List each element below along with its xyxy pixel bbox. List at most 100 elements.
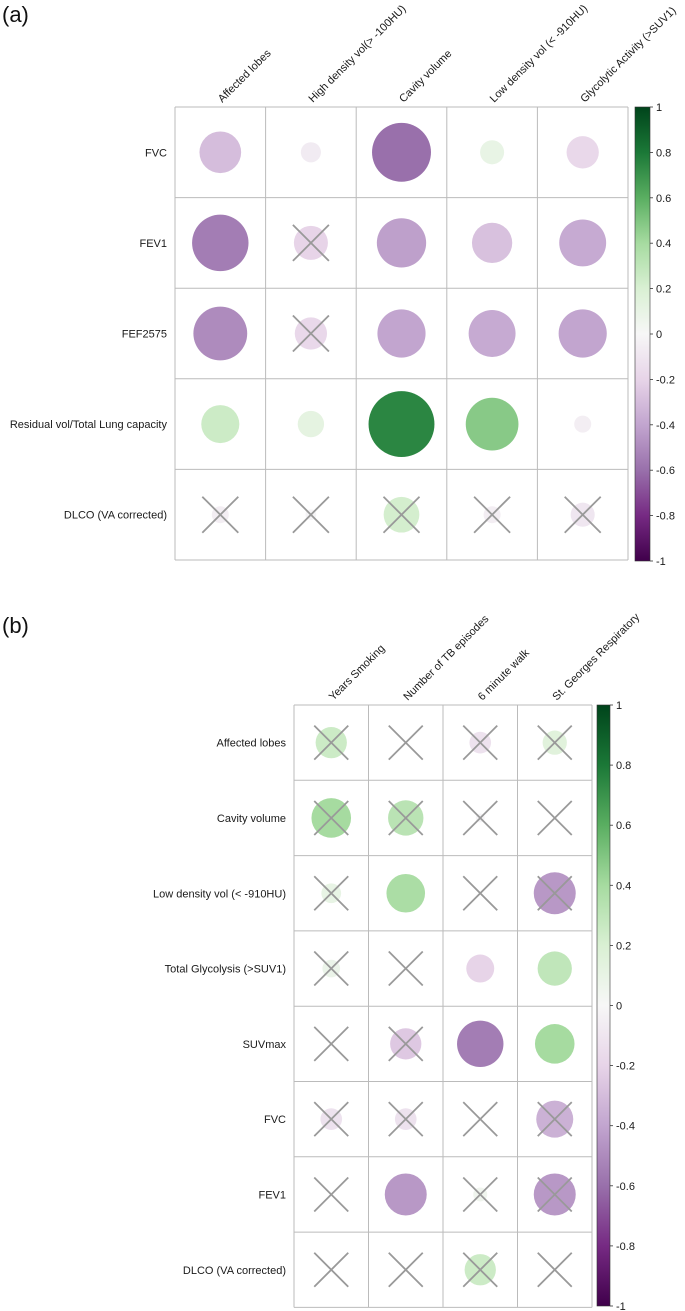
correlation-circle [468, 310, 516, 357]
not-significant-cross [292, 314, 330, 353]
colorbar-tick-label: -0.2 [656, 374, 675, 386]
not-significant-cross [313, 950, 349, 987]
row-label: FEV1 [139, 238, 167, 250]
correlation-circle [566, 136, 599, 169]
colorbar-tick-label: 0.2 [656, 284, 671, 296]
not-significant-cross [313, 875, 349, 911]
colorbar-tick-label: -0.4 [656, 420, 675, 432]
not-significant-cross [201, 496, 239, 534]
colorbar-tick-label: 0.8 [656, 147, 671, 159]
not-significant-cross [537, 1252, 573, 1288]
correlation-circle [384, 1173, 427, 1216]
not-significant-cross [462, 1101, 498, 1137]
column-label: High density vol(> -100HU) [307, 3, 409, 105]
row-label: DLCO (VA corrected) [183, 1265, 286, 1277]
correlation-circle [558, 309, 607, 358]
correlation-circle [457, 1020, 504, 1068]
not-significant-cross [292, 224, 330, 262]
colorbar-tick-label: 1 [616, 700, 622, 712]
not-significant-cross [382, 496, 421, 534]
not-significant-cross [313, 800, 349, 836]
correlation-circle [534, 1024, 575, 1064]
not-significant-cross [462, 1252, 498, 1288]
colorbar-tick-label: 0 [656, 329, 662, 341]
correlation-circle [386, 873, 426, 913]
not-significant-cross [313, 725, 349, 761]
row-label: FEV1 [258, 1189, 286, 1201]
row-label: Total Glycolysis (>SUV1) [165, 964, 286, 976]
column-label: Affected lobes [216, 47, 274, 105]
not-significant-cross [537, 1176, 573, 1213]
colorbar-tick-label: -0.2 [616, 1061, 635, 1073]
correlation-circle [574, 415, 592, 433]
not-significant-cross [473, 496, 511, 534]
panel-a-correlation-matrix: Affected lobes High density vol(> -100HU)… [10, 3, 679, 568]
not-significant-cross [388, 800, 424, 836]
not-significant-cross [388, 1026, 424, 1062]
not-significant-cross [537, 725, 573, 761]
correlation-circle [372, 122, 431, 182]
not-significant-cross [537, 875, 573, 911]
row-label: Residual vol/Total Lung capacity [10, 419, 168, 431]
not-significant-cross [313, 1101, 349, 1137]
colorbar-tick-label: 0 [616, 1001, 622, 1013]
correlation-circle [466, 954, 495, 983]
colorbar-tick-label: 0.4 [656, 238, 671, 250]
colorbar-tick-label: 0.2 [616, 940, 631, 952]
row-label: Affected lobes [216, 738, 286, 750]
colorbar-tick-label: 0.6 [616, 820, 631, 832]
colorbar-tick-label: -0.8 [656, 511, 675, 523]
correlation-circle [297, 410, 325, 438]
not-significant-cross [388, 1101, 424, 1137]
correlation-circle [480, 140, 505, 165]
column-label: Cavity volume [397, 48, 454, 105]
panel-a-label: (a) [2, 2, 29, 27]
correlation-circle [537, 951, 572, 986]
row-label: Cavity volume [217, 813, 286, 825]
correlation-circle [559, 219, 607, 267]
correlation-circle [199, 131, 242, 174]
not-significant-cross [462, 1176, 498, 1213]
colorbar-tick-label: -0.8 [616, 1241, 635, 1253]
colorbar-tick-label: 0.8 [616, 760, 631, 772]
colorbar-tick-label: 1 [656, 102, 662, 114]
column-label: Number of TB episodes [401, 613, 491, 703]
column-label: Years Smoking [327, 643, 388, 704]
column-label: 6 minute walk [476, 647, 532, 703]
not-significant-cross [537, 800, 573, 836]
colorbar-tick-label: -0.6 [616, 1181, 635, 1193]
correlation-circle [368, 391, 435, 458]
column-label: St. Georges Respiratory [550, 611, 642, 703]
colorbar-tick-label: 0.6 [656, 193, 671, 205]
row-label: DLCO (VA corrected) [64, 510, 167, 522]
column-label: Glycolytic Activity (>SUV1) [578, 5, 678, 105]
row-label: FVC [145, 147, 167, 159]
row-label: FEF2575 [122, 329, 167, 341]
not-significant-cross [462, 800, 498, 836]
row-label: FVC [264, 1114, 286, 1126]
not-significant-cross [313, 1026, 349, 1062]
correlation-circle [300, 142, 321, 163]
correlation-circle [377, 309, 426, 358]
not-significant-cross [388, 950, 424, 987]
colorbar-tick-label: -1 [656, 556, 666, 568]
correlation-circle [465, 397, 519, 451]
colorbar [634, 106, 651, 562]
not-significant-cross [388, 725, 424, 761]
not-significant-cross [462, 875, 498, 911]
correlation-circle [201, 405, 240, 444]
not-significant-cross [564, 496, 602, 534]
colorbar-tick-label: 0.4 [616, 880, 631, 892]
correlation-circle [192, 214, 249, 272]
colorbar-tick-label: -0.4 [616, 1121, 635, 1133]
not-significant-cross [313, 1176, 349, 1213]
correlation-circle [471, 222, 513, 264]
column-label: Low density vol (< -910HU) [488, 3, 591, 106]
row-label: Low density vol (< -910HU) [153, 888, 286, 900]
not-significant-cross [313, 1252, 349, 1288]
colorbar-tick-label: -0.6 [656, 465, 675, 477]
correlation-circle [193, 306, 248, 361]
correlation-circle [376, 218, 427, 268]
